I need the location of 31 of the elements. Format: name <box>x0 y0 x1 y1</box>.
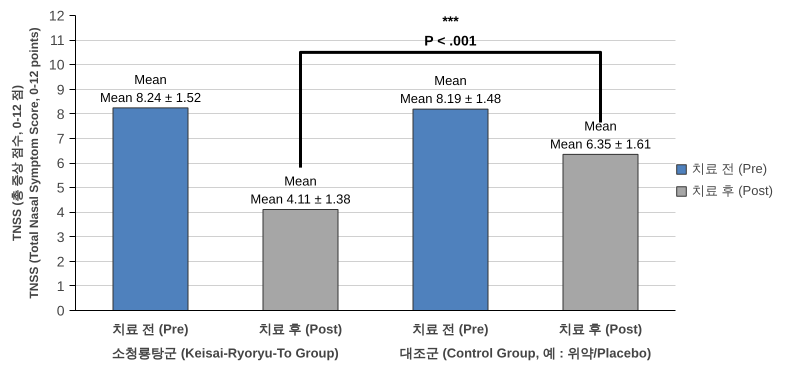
text: 대조군 (Control Group, 예 : 위약/Placebo) <box>400 346 652 360</box>
text: 소청룡탕군 (Keisai-Ryoryu-To Group) <box>112 346 339 360</box>
x-tick-label: 치료 후 (Post) <box>258 322 342 336</box>
legend-label: 치료 전 (Pre) <box>692 160 768 178</box>
y-tick-label: 9 <box>56 81 65 98</box>
data-label: Mean Mean 8.24 ± 1.52 <box>100 72 202 105</box>
y-tick-label: 4 <box>56 204 65 220</box>
bar <box>562 154 638 310</box>
x-tick-label: 치료 후 (Post) <box>558 322 642 336</box>
x-tick-label: 치료 전 (Pre) <box>112 322 188 336</box>
y-tick-label: 3 <box>56 228 65 245</box>
y-axis-title: TNSS (총 증상 점수, 0-12 점) TNSS (Total Nasal Symptom Score, 0-12 points) <box>10 27 41 299</box>
bar <box>412 108 488 310</box>
y-tick-label: 8 <box>56 106 65 122</box>
data-label: Mean Mean 8.19 ± 1.48 <box>400 73 502 106</box>
y-tick-label: 1 <box>56 278 65 294</box>
y-tick-label: 7 <box>56 130 65 146</box>
x-tick-label: 치료 전 (Pre) <box>412 322 488 336</box>
data-label: Mean Mean 4.11 ± 1.38 <box>250 173 351 206</box>
y-tick-label: 6 <box>56 155 65 171</box>
bar <box>112 107 188 310</box>
y-tick-label: 12 <box>48 8 65 24</box>
y-tick-label: 2 <box>56 253 65 270</box>
legend-label: 치료 후 (Post) <box>692 182 774 200</box>
y-tick-label: 0 <box>56 302 65 318</box>
y-tick-label: 5 <box>56 180 65 196</box>
annotation: *** P < .001 <box>424 13 477 48</box>
y-tick-label: 10 <box>48 56 65 73</box>
bar <box>262 208 338 310</box>
y-tick-label: 11 <box>50 32 65 48</box>
data-label: Mean Mean 6.35 ± 1.61 <box>550 118 652 152</box>
